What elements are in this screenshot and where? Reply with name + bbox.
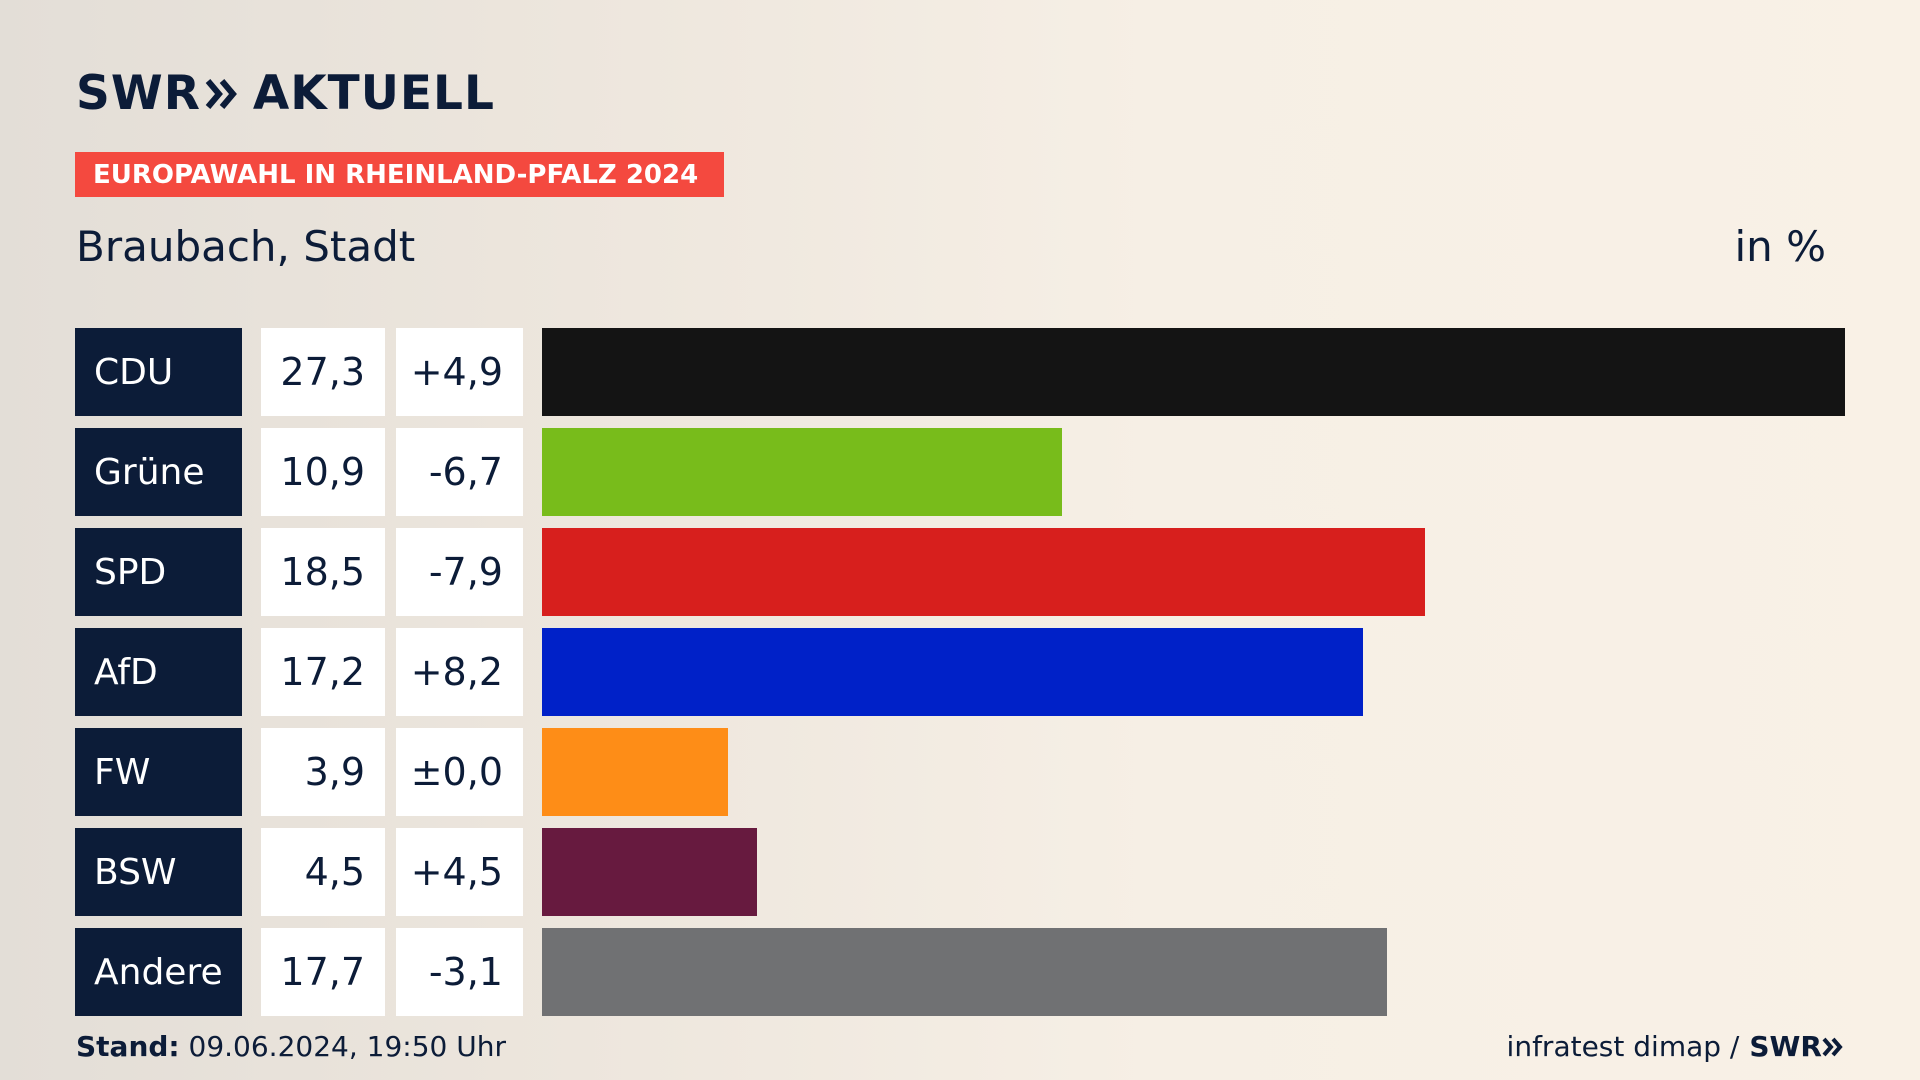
change-label: +4,5 (396, 828, 523, 916)
bar (542, 728, 728, 816)
timestamp: Stand: 09.06.2024, 19:50 Uhr (76, 1030, 506, 1063)
bar (542, 428, 1062, 516)
bar-row: Andere 17,7 -3,1 (0, 928, 1920, 1016)
value-label: 10,9 (261, 428, 385, 516)
swr-small-logo: SWR (1749, 1030, 1844, 1063)
party-label: CDU (75, 328, 242, 416)
value-label: 4,5 (261, 828, 385, 916)
party-label: Grüne (75, 428, 242, 516)
bar-row: CDU 27,3 +4,9 (0, 328, 1920, 416)
bar (542, 628, 1363, 716)
bar-row: SPD 18,5 -7,9 (0, 528, 1920, 616)
chart-title: Braubach, Stadt (76, 222, 416, 271)
double-chevron-icon (205, 77, 239, 111)
party-label: AfD (75, 628, 242, 716)
bar-row: Grüne 10,9 -6,7 (0, 428, 1920, 516)
logo-aktuell-text: AKTUELL (252, 66, 495, 121)
swr-small-text: SWR (1749, 1030, 1822, 1063)
change-label: +8,2 (396, 628, 523, 716)
value-label: 27,3 (261, 328, 385, 416)
change-label: +4,9 (396, 328, 523, 416)
value-label: 17,7 (261, 928, 385, 1016)
party-label: BSW (75, 828, 242, 916)
bar-row: AfD 17,2 +8,2 (0, 628, 1920, 716)
bar (542, 328, 1845, 416)
party-label: Andere (75, 928, 242, 1016)
party-label: SPD (75, 528, 242, 616)
election-banner: EUROPAWAHL IN RHEINLAND-PFALZ 2024 (75, 152, 724, 197)
value-label: 17,2 (261, 628, 385, 716)
change-label: -3,1 (396, 928, 523, 1016)
small-chevron-icon (1822, 1037, 1843, 1056)
banner-text: EUROPAWAHL IN RHEINLAND-PFALZ 2024 (93, 159, 699, 190)
party-label: FW (75, 728, 242, 816)
bar-row: BSW 4,5 +4,5 (0, 828, 1920, 916)
bar (542, 528, 1425, 616)
value-label: 3,9 (261, 728, 385, 816)
bar (542, 928, 1387, 1016)
change-label: -7,9 (396, 528, 523, 616)
logo-swr-text: SWR (76, 66, 201, 121)
source-credit: infratest dimap / SWR (1507, 1030, 1844, 1063)
bar-row: FW 3,9 ±0,0 (0, 728, 1920, 816)
unit-label: in % (1734, 222, 1826, 271)
change-label: -6,7 (396, 428, 523, 516)
bar (542, 828, 757, 916)
stand-label: Stand: (76, 1030, 180, 1063)
value-label: 18,5 (261, 528, 385, 616)
stand-value: 09.06.2024, 19:50 Uhr (179, 1030, 506, 1063)
change-label: ±0,0 (396, 728, 523, 816)
source-text: infratest dimap / (1506, 1030, 1740, 1063)
swr-aktuell-logo: SWR AKTUELL (76, 66, 495, 121)
